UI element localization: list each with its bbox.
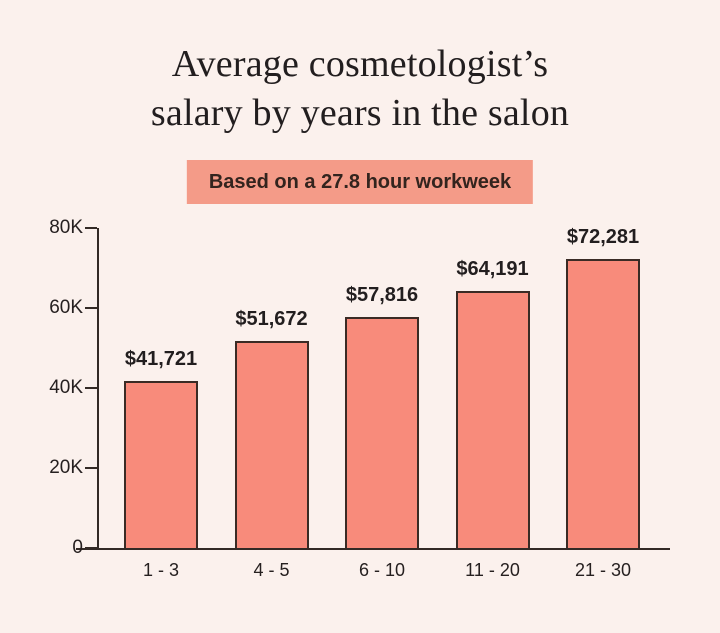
chart-title-line2: salary by years in the salon — [150, 91, 570, 134]
y-tick-label: 80K — [49, 217, 83, 238]
y-tick-mark — [85, 547, 97, 549]
subtitle-badge-label: Based on a 27.8 hour workweek — [208, 171, 512, 193]
bars-container: $41,721 1 - 3 $51,672 4 - 5 $57,816 6 - 10 $64… — [99, 226, 670, 580]
bar-group: $41,721 1 - 3 — [124, 228, 198, 580]
bar-value-label: $41,721 — [124, 348, 198, 371]
y-tick-label: 40K — [49, 377, 83, 398]
x-tick-label: 1 - 3 — [142, 560, 180, 580]
x-tick-label: 21 - 30 — [574, 560, 632, 580]
bar-group: $64,191 11 - 20 — [455, 228, 530, 580]
bar-group: $51,672 4 - 5 — [234, 228, 309, 580]
bar-value-label: $51,672 — [235, 308, 308, 331]
chart-title-line1: Average cosmetologist’s — [171, 43, 549, 85]
bar-value-label: $72,281 — [566, 225, 640, 248]
y-tick-mark — [85, 307, 97, 309]
y-tick-label: 20K — [49, 457, 83, 478]
bar: $64,191 — [455, 258, 530, 548]
x-axis-left-extension — [76, 548, 97, 550]
plot-area: $41,721 1 - 3 $51,672 4 - 5 $57,816 6 - 10 $64… — [49, 217, 670, 580]
bar-group: $57,816 6 - 10 — [345, 228, 419, 580]
bar: $57,816 — [345, 284, 419, 548]
bar: $51,672 — [234, 308, 309, 548]
x-tick-label: 6 - 10 — [358, 560, 406, 580]
bar: $72,281 — [566, 226, 640, 548]
y-tick-label: 0 — [72, 537, 83, 558]
y-tick-label: 60K — [49, 297, 83, 318]
chart-title: Average cosmetologist’s salary by years … — [0, 40, 720, 137]
bar-value-label: $64,191 — [456, 258, 529, 281]
x-tick-label: 11 - 20 — [465, 560, 520, 580]
y-tick-mark — [85, 387, 97, 389]
x-tick-label: 4 - 5 — [253, 560, 290, 580]
bar-group: $72,281 21 - 30 — [566, 226, 640, 580]
y-tick-mark — [85, 467, 97, 469]
bar: $41,721 — [124, 348, 198, 548]
bar-value-label: $57,816 — [345, 283, 419, 306]
subtitle-badge: Based on a 27.8 hour workweek — [186, 160, 534, 204]
y-tick-mark — [85, 227, 97, 229]
